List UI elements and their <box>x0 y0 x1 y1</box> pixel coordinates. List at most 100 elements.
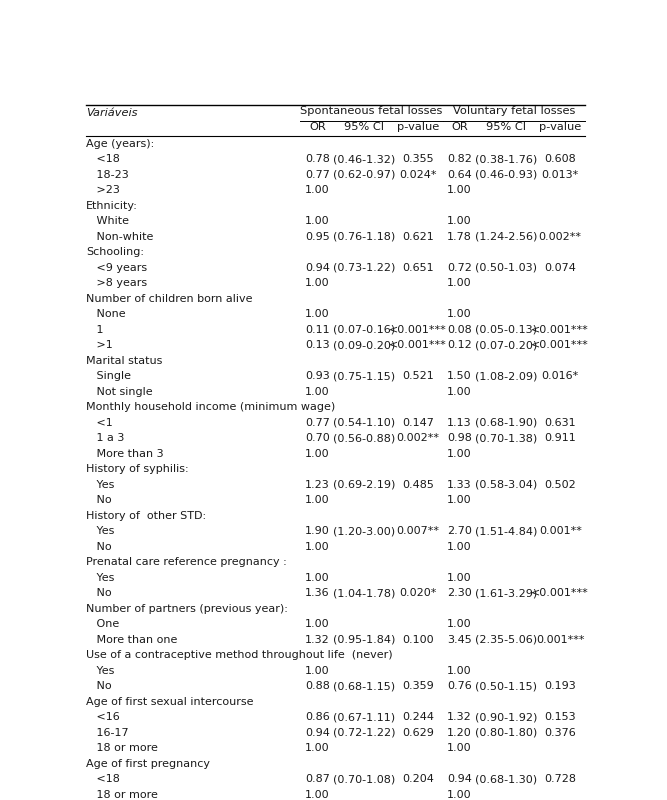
Text: 2.30: 2.30 <box>447 588 472 598</box>
Text: 95% CI: 95% CI <box>486 122 526 132</box>
Text: 0.485: 0.485 <box>402 480 434 490</box>
Text: 95% CI: 95% CI <box>344 122 384 132</box>
Text: 0.13: 0.13 <box>305 340 329 350</box>
Text: (0.50-1.15): (0.50-1.15) <box>475 682 537 691</box>
Text: (1.04-1.78): (1.04-1.78) <box>333 588 395 598</box>
Text: (0.58-3.04): (0.58-3.04) <box>475 480 537 490</box>
Text: (0.68-1.15): (0.68-1.15) <box>333 682 395 691</box>
Text: Non-white: Non-white <box>86 232 153 242</box>
Text: (0.07-0.16): (0.07-0.16) <box>333 325 395 334</box>
Text: >8 years: >8 years <box>86 278 147 288</box>
Text: 1.00: 1.00 <box>447 743 472 754</box>
Text: 0.355: 0.355 <box>402 154 434 164</box>
Text: (1.61-3.29): (1.61-3.29) <box>475 588 537 598</box>
Text: 0.64: 0.64 <box>447 170 472 179</box>
Text: 0.08: 0.08 <box>447 325 472 334</box>
Text: (0.09-0.20): (0.09-0.20) <box>333 340 395 350</box>
Text: Marital status: Marital status <box>86 356 162 366</box>
Text: 0.86: 0.86 <box>305 712 329 722</box>
Text: (1.24-2.56): (1.24-2.56) <box>475 232 537 242</box>
Text: 1.00: 1.00 <box>305 185 329 195</box>
Text: 2.70: 2.70 <box>447 526 472 536</box>
Text: 0.78: 0.78 <box>305 154 329 164</box>
Text: (0.05-0.13): (0.05-0.13) <box>475 325 537 334</box>
Text: 1.00: 1.00 <box>447 216 472 226</box>
Text: 0.77: 0.77 <box>305 418 329 428</box>
Text: Single: Single <box>86 371 131 381</box>
Text: 0.521: 0.521 <box>402 371 434 381</box>
Text: (0.70-1.08): (0.70-1.08) <box>333 774 395 784</box>
Text: 0.11: 0.11 <box>305 325 329 334</box>
Text: Number of children born alive: Number of children born alive <box>86 294 253 304</box>
Text: OR: OR <box>451 122 468 132</box>
Text: (0.75-1.15): (0.75-1.15) <box>333 371 395 381</box>
Text: 1.00: 1.00 <box>447 542 472 552</box>
Text: 1.00: 1.00 <box>305 449 329 458</box>
Text: 0.70: 0.70 <box>305 434 329 443</box>
Text: Yes: Yes <box>86 480 114 490</box>
Text: <0.001***: <0.001*** <box>390 325 447 334</box>
Text: 1: 1 <box>86 325 103 334</box>
Text: <0.001***: <0.001*** <box>390 340 447 350</box>
Text: 1.50: 1.50 <box>447 371 472 381</box>
Text: None: None <box>86 309 125 319</box>
Text: 0.013*: 0.013* <box>542 170 579 179</box>
Text: 1.00: 1.00 <box>305 542 329 552</box>
Text: 0.72: 0.72 <box>447 262 472 273</box>
Text: Number of partners (previous year):: Number of partners (previous year): <box>86 604 288 614</box>
Text: 0.95: 0.95 <box>305 232 329 242</box>
Text: <16: <16 <box>86 712 119 722</box>
Text: 0.376: 0.376 <box>544 728 576 738</box>
Text: OR: OR <box>309 122 325 132</box>
Text: Prenatal care reference pregnancy :: Prenatal care reference pregnancy : <box>86 558 287 567</box>
Text: Yes: Yes <box>86 666 114 676</box>
Text: 0.244: 0.244 <box>402 712 434 722</box>
Text: 1.00: 1.00 <box>305 278 329 288</box>
Text: 18 or more: 18 or more <box>86 790 158 800</box>
Text: 0.77: 0.77 <box>305 170 329 179</box>
Text: 1.00: 1.00 <box>305 309 329 319</box>
Text: 1.00: 1.00 <box>447 309 472 319</box>
Text: 1.00: 1.00 <box>305 790 329 800</box>
Text: 1.20: 1.20 <box>447 728 472 738</box>
Text: 0.87: 0.87 <box>305 774 329 784</box>
Text: 0.001***: 0.001*** <box>536 635 584 645</box>
Text: Yes: Yes <box>86 573 114 582</box>
Text: No: No <box>86 588 111 598</box>
Text: (0.46-1.32): (0.46-1.32) <box>333 154 395 164</box>
Text: 0.074: 0.074 <box>544 262 576 273</box>
Text: 1.00: 1.00 <box>447 495 472 506</box>
Text: Ethnicity:: Ethnicity: <box>86 201 138 210</box>
Text: 0.002**: 0.002** <box>539 232 582 242</box>
Text: 18-23: 18-23 <box>86 170 129 179</box>
Text: 1.78: 1.78 <box>447 232 472 242</box>
Text: 0.728: 0.728 <box>544 774 576 784</box>
Text: 1.00: 1.00 <box>447 278 472 288</box>
Text: 1.00: 1.00 <box>447 573 472 582</box>
Text: 3.45: 3.45 <box>447 635 472 645</box>
Text: <0.001***: <0.001*** <box>532 588 589 598</box>
Text: 0.147: 0.147 <box>402 418 434 428</box>
Text: 0.608: 0.608 <box>544 154 576 164</box>
Text: (0.68-1.90): (0.68-1.90) <box>475 418 537 428</box>
Text: 0.629: 0.629 <box>402 728 434 738</box>
Text: 1.00: 1.00 <box>447 386 472 397</box>
Text: p-value: p-value <box>397 122 439 132</box>
Text: 1.00: 1.00 <box>305 386 329 397</box>
Text: (0.72-1.22): (0.72-1.22) <box>333 728 395 738</box>
Text: (0.54-1.10): (0.54-1.10) <box>333 418 395 428</box>
Text: 0.502: 0.502 <box>544 480 576 490</box>
Text: No: No <box>86 682 111 691</box>
Text: History of syphilis:: History of syphilis: <box>86 464 189 474</box>
Text: 0.153: 0.153 <box>544 712 576 722</box>
Text: 1.32: 1.32 <box>447 712 472 722</box>
Text: (0.69-2.19): (0.69-2.19) <box>333 480 395 490</box>
Text: 18 or more: 18 or more <box>86 743 158 754</box>
Text: 0.002**: 0.002** <box>397 434 440 443</box>
Text: 0.12: 0.12 <box>447 340 472 350</box>
Text: (0.67-1.11): (0.67-1.11) <box>333 712 395 722</box>
Text: Not single: Not single <box>86 386 153 397</box>
Text: 16-17: 16-17 <box>86 728 129 738</box>
Text: p-value: p-value <box>539 122 582 132</box>
Text: 0.94: 0.94 <box>447 774 472 784</box>
